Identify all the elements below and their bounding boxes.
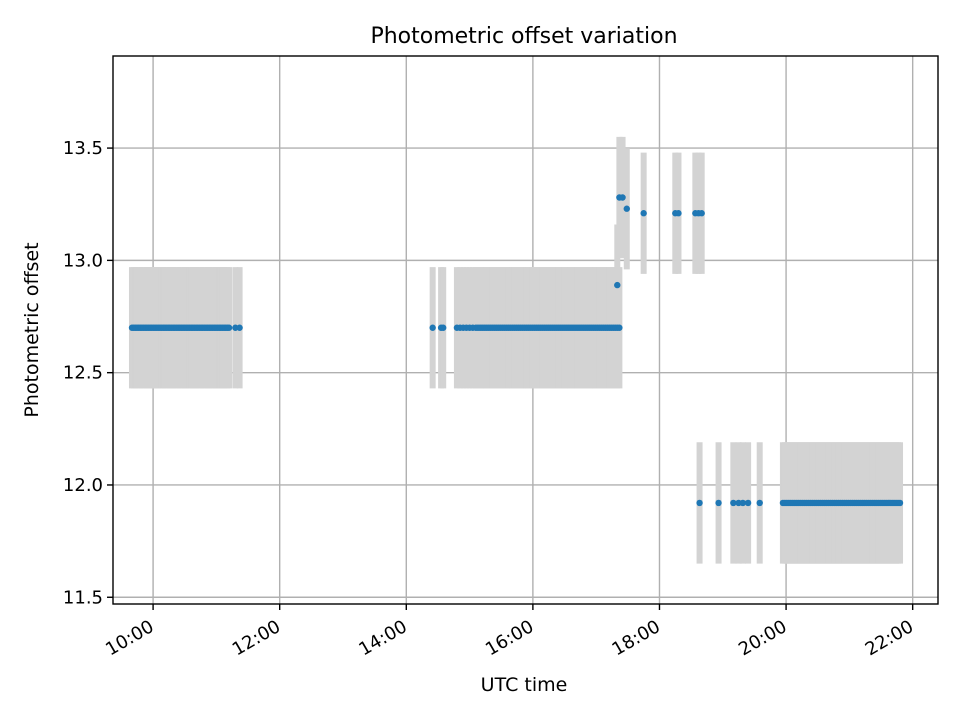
data-point [675, 210, 682, 217]
grid-lines [113, 56, 938, 604]
data-point [715, 499, 722, 507]
error-bars [128, 136, 904, 564]
data-point [225, 324, 233, 331]
x-tick-label: 14:00 [355, 616, 410, 660]
data-point [623, 205, 630, 212]
plot-frame [112, 55, 939, 605]
data-point [440, 324, 447, 331]
x-tick-label: 20:00 [735, 616, 790, 660]
data-point [896, 499, 904, 507]
data-point [739, 499, 747, 507]
y-tick-label: 11.5 [63, 587, 103, 608]
x-tick-label: 12:00 [229, 616, 284, 660]
data-points [128, 194, 904, 507]
data-point [616, 324, 623, 331]
x-tick-label: 22:00 [862, 616, 917, 660]
axis-ticks: 10:00 12:00 14:00 16:00 18:00 20:00 22:00 11.5 1… [63, 138, 917, 660]
x-tick-label: 16:00 [482, 616, 537, 660]
x-axis-label: UTC time [481, 674, 568, 696]
data-point [614, 281, 621, 289]
x-tick-label: 10:00 [102, 616, 157, 660]
y-tick-label: 12.0 [63, 475, 103, 496]
x-tick-label: 18:00 [609, 616, 664, 660]
data-point [619, 194, 626, 201]
data-point [429, 324, 436, 331]
data-point [236, 324, 243, 331]
y-tick-label: 13.5 [63, 138, 103, 159]
data-point [698, 210, 705, 217]
data-point [640, 210, 647, 217]
data-point [744, 499, 752, 507]
y-tick-label: 13.0 [63, 250, 103, 271]
y-axis-label: Photometric offset [21, 242, 43, 417]
data-point [730, 499, 737, 507]
y-tick-label: 12.5 [63, 363, 103, 384]
data-point [756, 499, 763, 507]
chart-title: Photometric offset variation [370, 24, 677, 49]
data-point [696, 499, 703, 507]
